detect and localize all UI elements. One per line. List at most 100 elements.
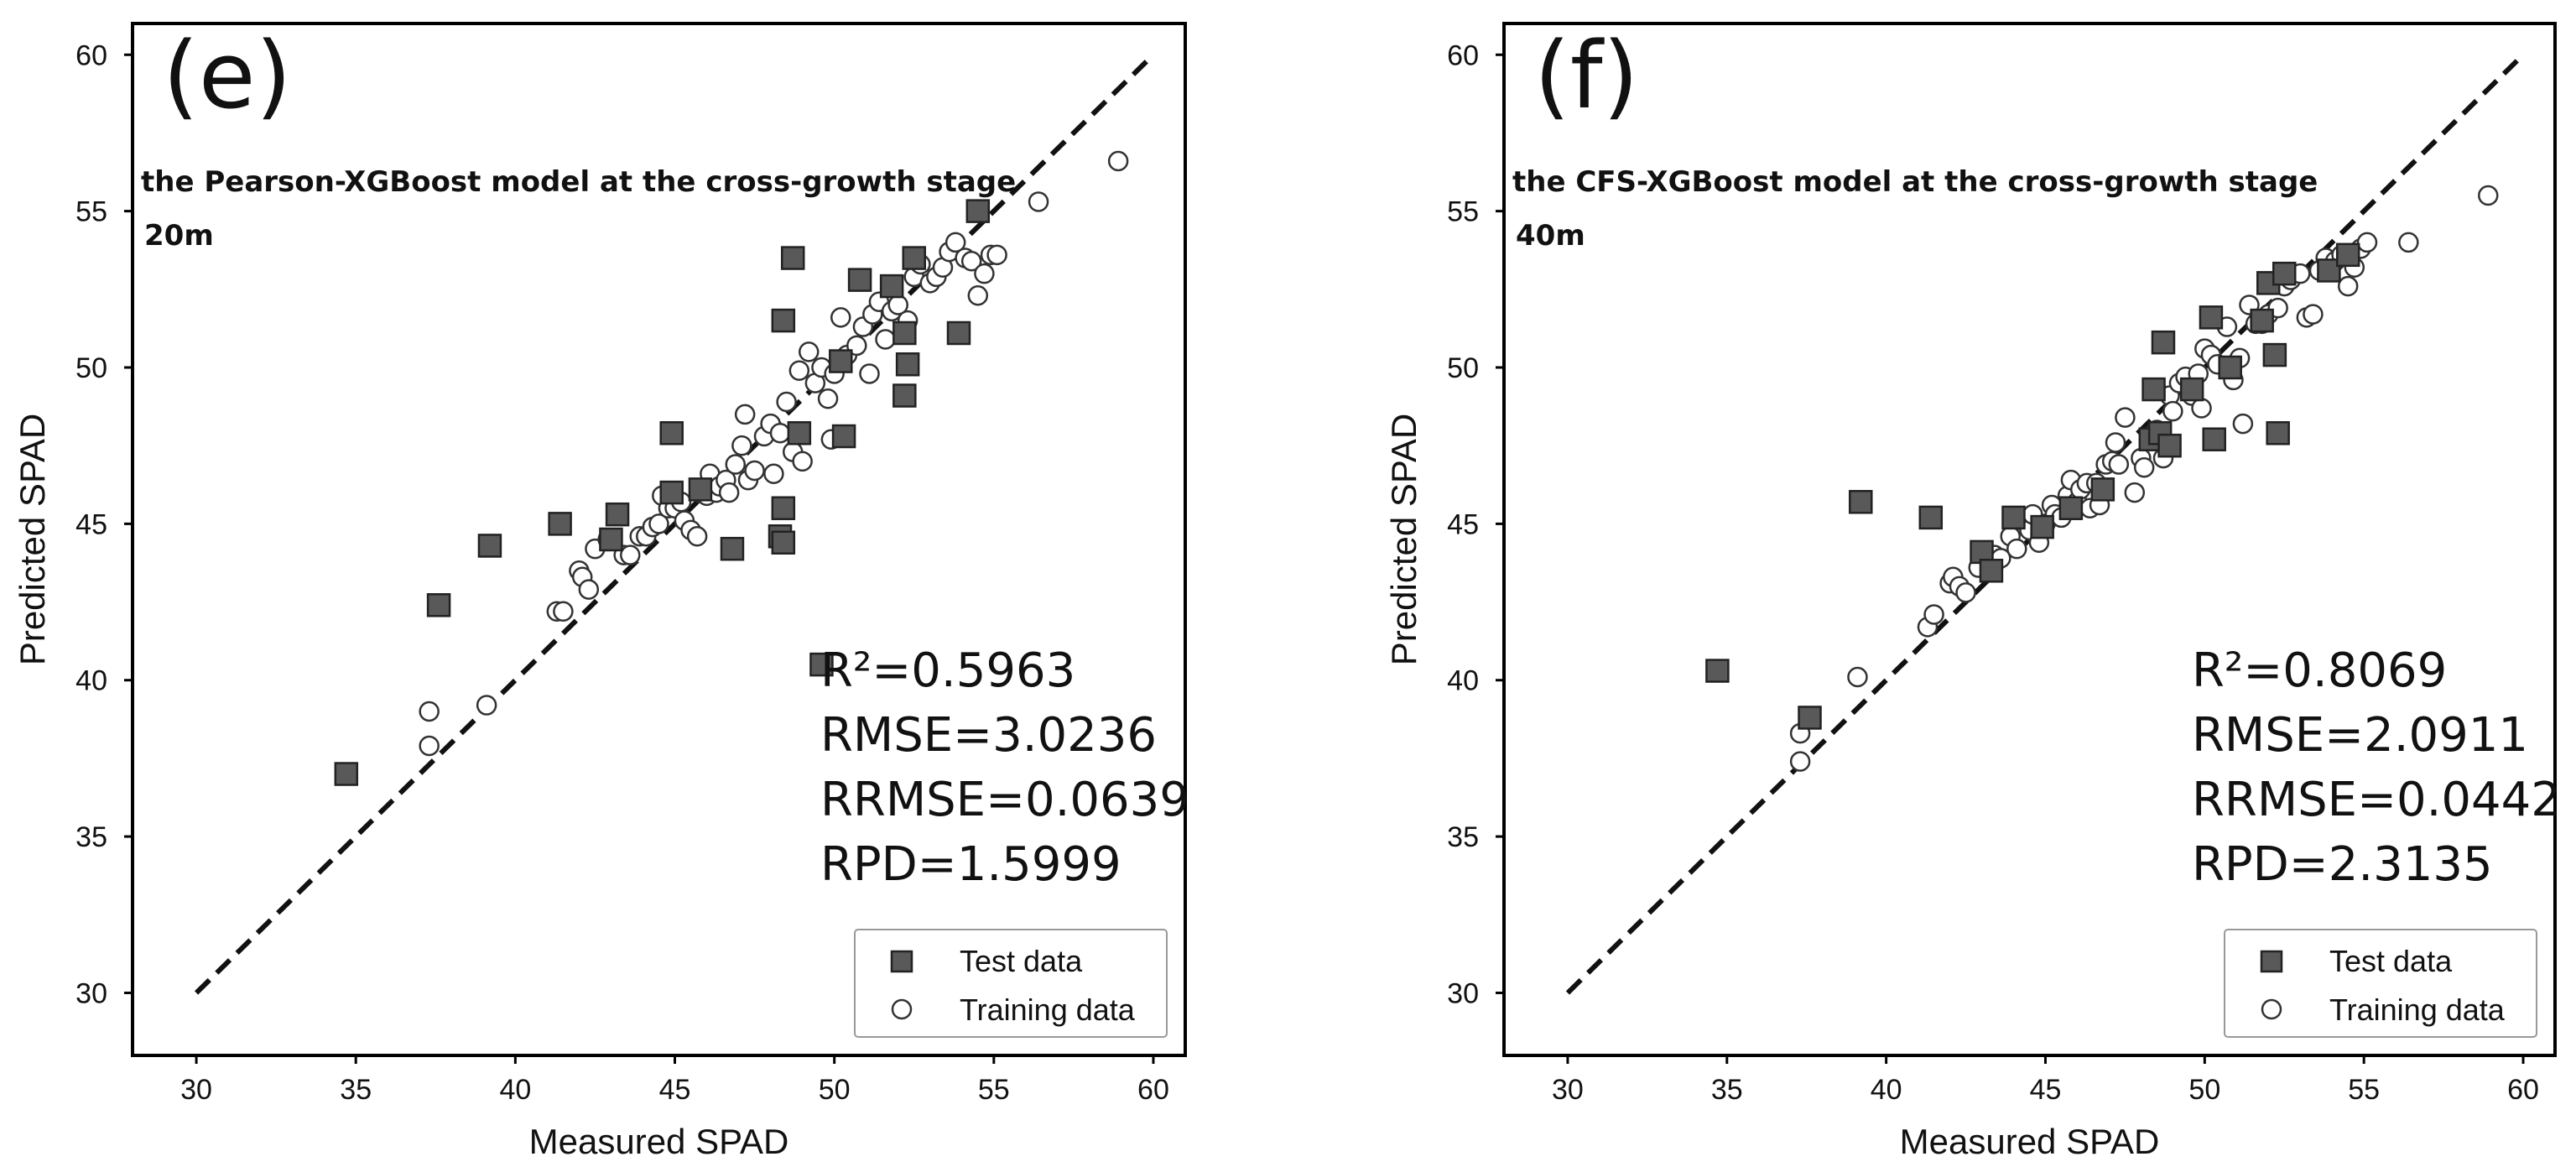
y-tick-label: 35 xyxy=(1447,821,1479,853)
x-tick-label: 50 xyxy=(2188,1074,2220,1106)
x-tick-label: 45 xyxy=(2030,1074,2062,1106)
x-tick-label: 45 xyxy=(659,1074,691,1106)
y-tick-label: 40 xyxy=(1447,665,1479,697)
test-point xyxy=(847,268,872,292)
test-point xyxy=(892,320,917,346)
y-tick-label: 55 xyxy=(75,196,107,228)
legend-box xyxy=(2224,929,2537,1038)
metric-text: RPD=2.3135 xyxy=(2192,837,2493,892)
test-point xyxy=(477,534,502,558)
test-point xyxy=(787,421,812,445)
test-point xyxy=(334,762,359,786)
metric-text: R²=0.8069 xyxy=(2192,643,2447,698)
legend-box xyxy=(854,929,1168,1038)
test-point xyxy=(1798,706,1822,730)
training-point xyxy=(553,601,574,622)
test-point xyxy=(895,352,920,377)
training-point xyxy=(1789,751,1811,772)
y-tick-label: 50 xyxy=(1447,352,1479,384)
y-axis-label: Predicted SPAD xyxy=(1384,414,1423,665)
y-tick-label: 35 xyxy=(75,821,107,853)
y-tick-label: 60 xyxy=(1447,39,1479,71)
test-point xyxy=(2272,261,2297,286)
test-point xyxy=(2179,377,2204,402)
x-tick-label: 50 xyxy=(819,1074,851,1106)
metric-text: RRMSE=0.0442 xyxy=(2192,773,2561,827)
test-point xyxy=(2250,308,2274,333)
test-point xyxy=(809,652,834,677)
training-point xyxy=(1028,191,1049,212)
test-point xyxy=(659,421,684,445)
flight-height-label: 20m xyxy=(144,219,214,253)
training-point xyxy=(875,329,896,350)
metric-text: RPD=1.5999 xyxy=(820,837,1121,892)
training-point xyxy=(788,360,810,381)
training-point xyxy=(769,423,791,444)
y-tick-label: 30 xyxy=(75,977,107,1009)
x-tick-label: 55 xyxy=(2348,1074,2380,1106)
training-point xyxy=(2124,482,2146,503)
test-point xyxy=(2141,377,2166,402)
test-point xyxy=(1849,490,1873,514)
test-point xyxy=(902,246,926,270)
x-tick-label: 30 xyxy=(1552,1074,1584,1106)
training-point xyxy=(1847,666,1868,688)
y-tick-label: 40 xyxy=(75,665,107,697)
test-point xyxy=(771,496,796,520)
training-point xyxy=(1107,150,1129,172)
legend-training-marker xyxy=(2261,998,2282,1020)
flight-height-label: 40m xyxy=(1516,219,1585,253)
training-point xyxy=(1923,604,1944,625)
training-point xyxy=(763,463,784,484)
test-point xyxy=(879,274,904,299)
x-tick-label: 60 xyxy=(2507,1074,2539,1106)
model-title: the Pearson-XGBoost model at the cross-g… xyxy=(141,165,1016,199)
test-point xyxy=(965,199,991,223)
training-point xyxy=(578,579,600,600)
training-point xyxy=(2303,304,2324,325)
y-tick-label: 30 xyxy=(1447,977,1479,1009)
panel-letter: (f) xyxy=(1534,22,1639,129)
x-tick-label: 30 xyxy=(180,1074,212,1106)
test-point xyxy=(720,536,745,561)
test-point xyxy=(1705,659,1730,683)
training-point xyxy=(776,391,797,413)
training-point xyxy=(1955,582,1976,603)
test-point xyxy=(548,512,572,536)
training-point xyxy=(2162,400,2183,422)
training-point xyxy=(476,695,497,716)
test-point xyxy=(605,502,630,527)
metric-text: RMSE=2.0911 xyxy=(2192,708,2528,763)
training-point xyxy=(725,454,747,475)
training-point xyxy=(620,544,641,565)
test-point xyxy=(780,246,805,270)
test-point xyxy=(2157,433,2182,458)
training-point xyxy=(419,735,440,757)
test-point xyxy=(688,477,713,502)
training-point xyxy=(798,341,820,362)
training-point xyxy=(648,513,669,534)
y-tick-label: 45 xyxy=(75,508,107,540)
legend-test-marker xyxy=(890,950,913,973)
training-point xyxy=(2478,185,2499,206)
training-point xyxy=(2191,398,2212,419)
test-point xyxy=(2058,496,2084,520)
x-tick-label: 60 xyxy=(1137,1074,1169,1106)
legend-test-label: Test data xyxy=(960,944,1083,978)
test-point xyxy=(659,480,684,505)
training-point xyxy=(792,451,813,472)
test-point xyxy=(2262,342,2287,367)
panel-letter: (e) xyxy=(163,22,292,129)
x-tick-label: 40 xyxy=(1871,1074,1902,1106)
y-tick-label: 60 xyxy=(75,39,107,71)
test-point xyxy=(2090,477,2115,502)
training-point xyxy=(945,232,966,253)
legend-test-marker xyxy=(2260,950,2283,973)
training-point xyxy=(734,404,756,425)
training-point xyxy=(2006,538,2027,560)
test-point xyxy=(771,530,796,555)
test-point xyxy=(829,349,853,373)
test-point xyxy=(2151,330,2176,355)
training-point xyxy=(2108,454,2130,475)
